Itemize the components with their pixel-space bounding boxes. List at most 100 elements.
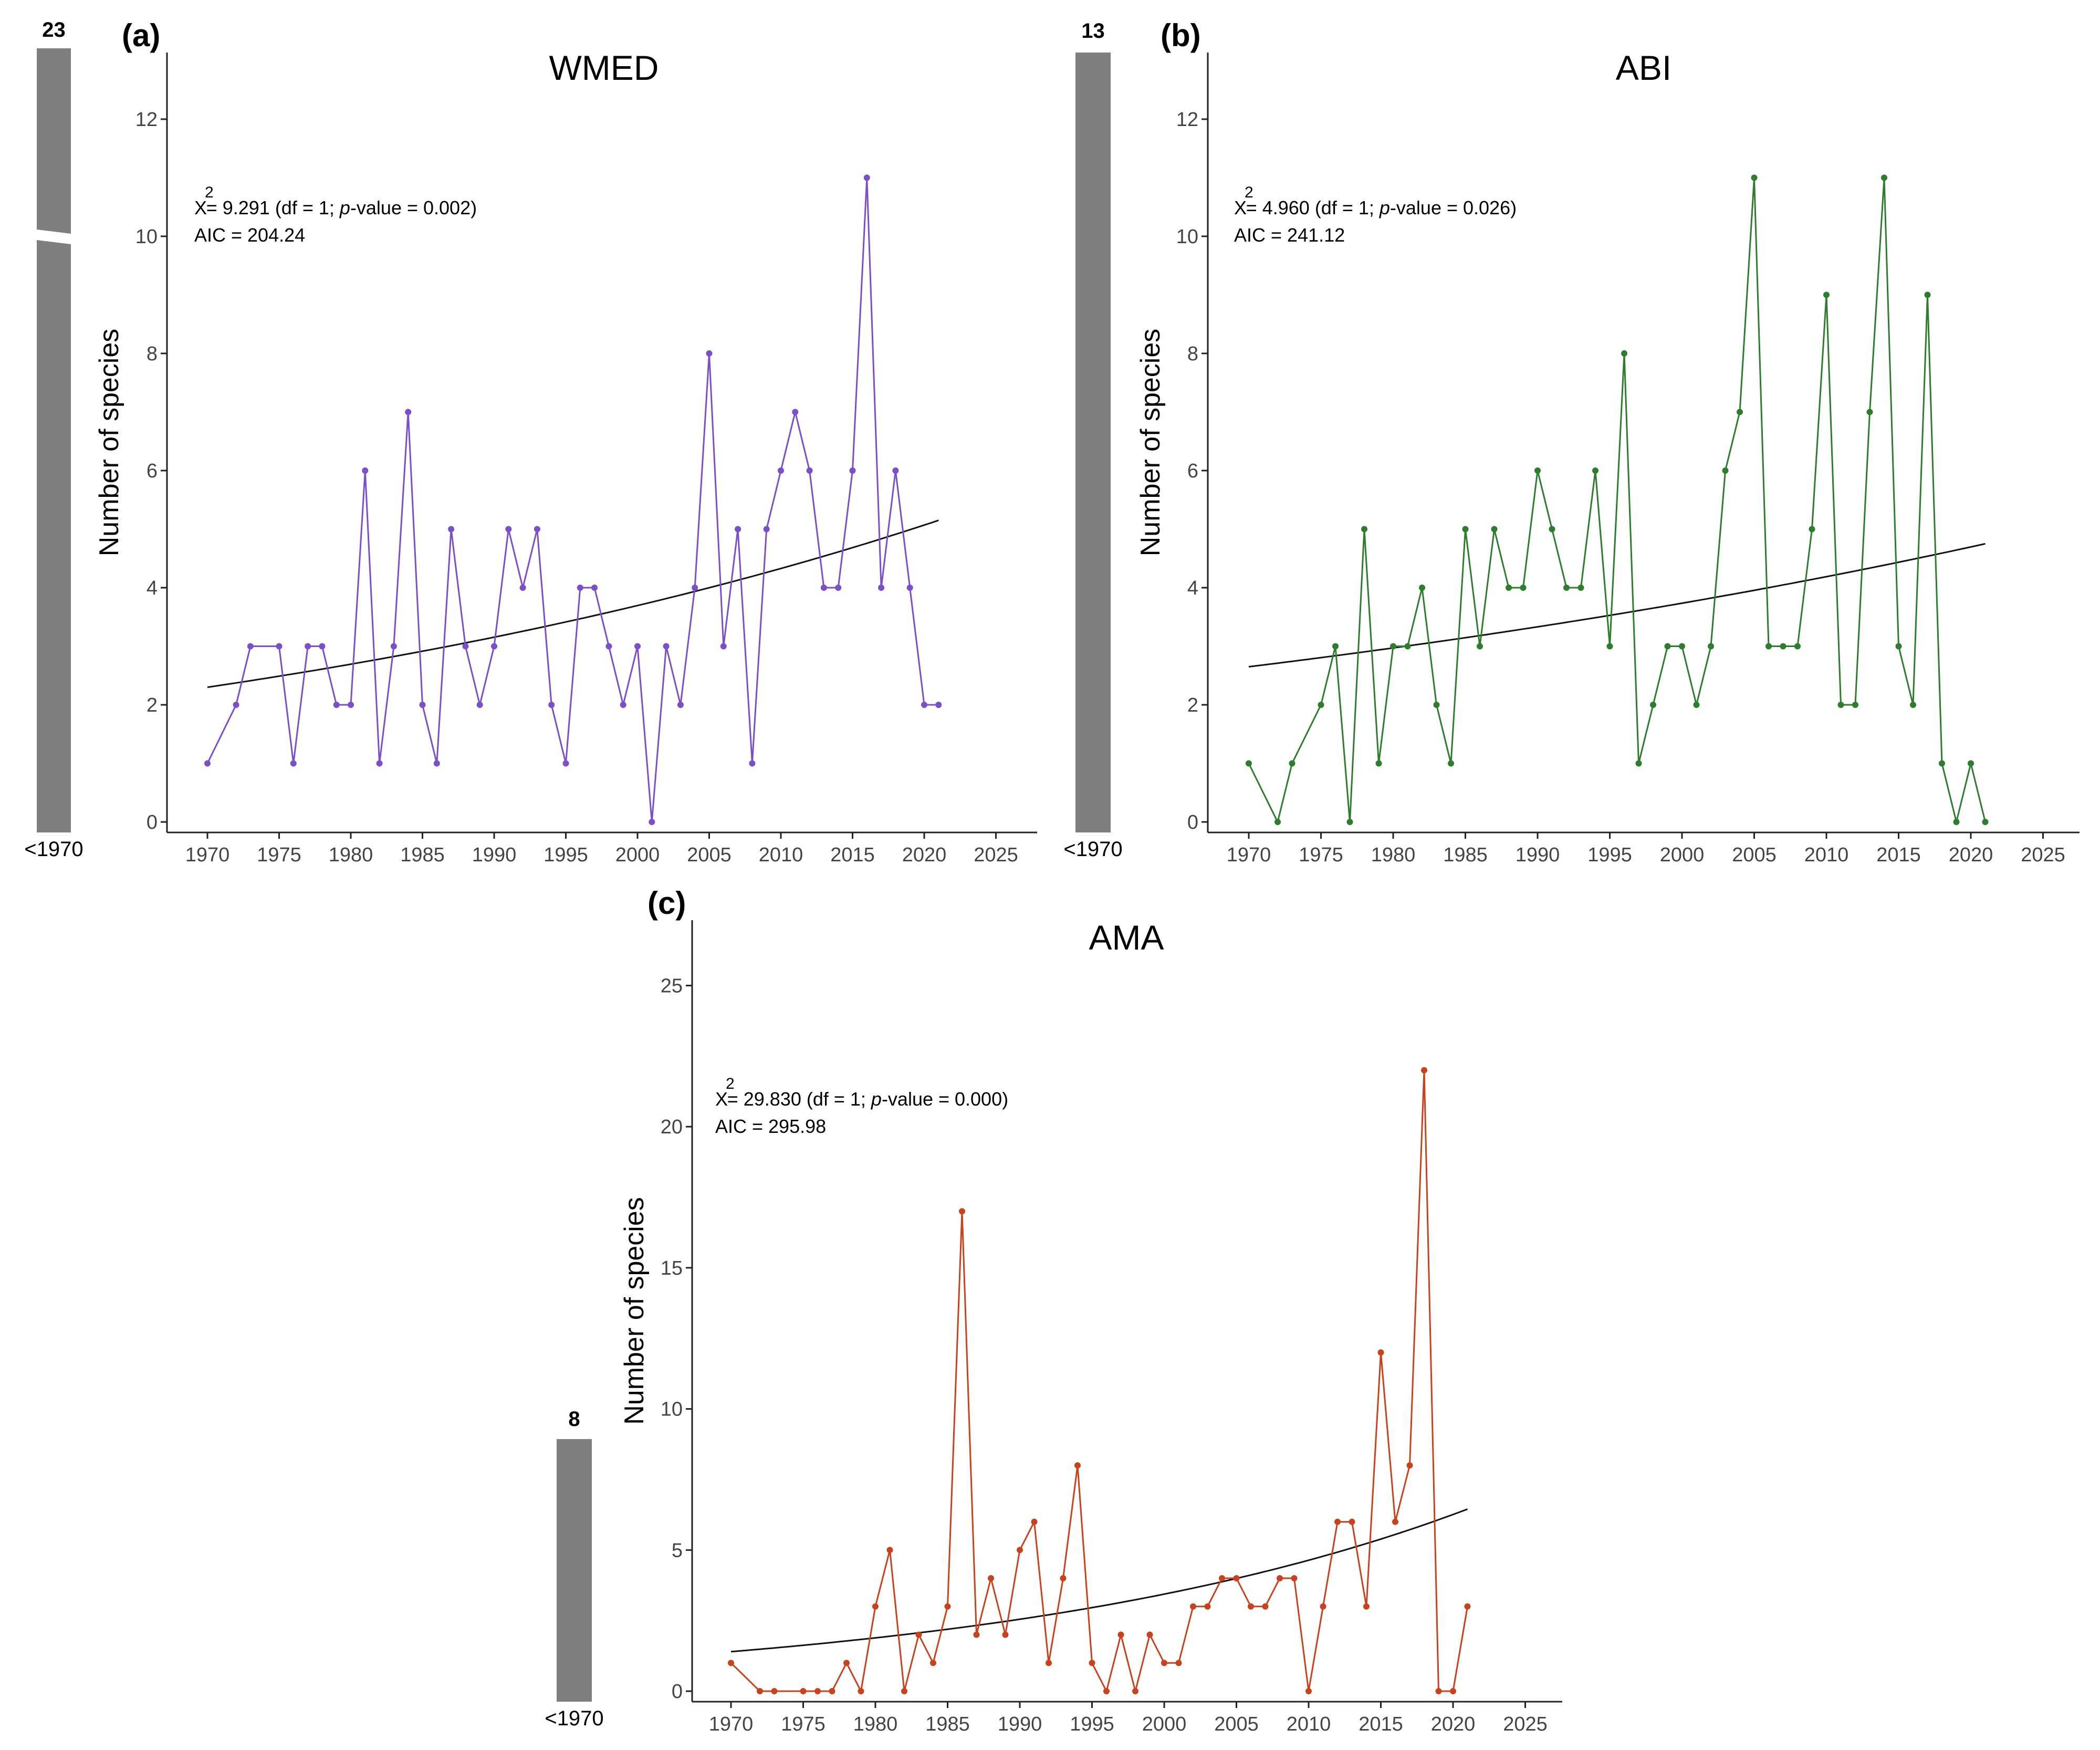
y-tick-label: 10 [135,226,158,248]
series-line [730,1070,1468,1694]
chart-title: AMA [1089,918,1164,957]
x-tick-label: 2010 [759,844,803,866]
y-tick-label: 20 [661,1116,683,1138]
y-tick-label: 10 [661,1399,683,1421]
chart-title: ABI [1616,48,1671,87]
data-point [849,467,856,474]
data-point [233,701,239,708]
data-point [1204,1603,1211,1610]
x-tick-label: 1970 [1227,844,1271,866]
y-axis-label: Number of species [619,1197,650,1425]
data-point [591,584,598,591]
data-point [906,584,913,591]
data-point [778,467,784,474]
data-point [1450,1688,1456,1694]
y-tick-label: 8 [1187,343,1198,365]
data-point [1433,701,1440,708]
data-point [1274,819,1281,825]
data-point [1377,1349,1384,1356]
data-point [720,643,727,650]
data-point [1477,643,1483,650]
data-point [548,701,555,708]
data-point [1794,643,1801,650]
data-point [1823,291,1830,298]
x-tick-label: 2020 [902,844,947,866]
x-tick-label: 2005 [1732,844,1777,866]
data-point [749,760,756,767]
data-point [1679,643,1685,650]
data-point [534,526,540,533]
x-tick-label: 2025 [974,844,1018,866]
y-tick-label: 2 [1187,694,1198,716]
data-point [1375,760,1382,767]
x-tick-label: 2000 [1142,1713,1187,1735]
x-tick-label: 1990 [998,1713,1042,1735]
data-point [843,1660,850,1666]
data-point [1390,643,1396,650]
pre1970-bar [557,1439,592,1702]
data-point [1161,1660,1167,1666]
aic-stat: AIC = 204.24 [194,224,305,246]
data-point [1017,1547,1023,1554]
data-point [829,1688,835,1694]
data-point [663,643,670,650]
pre1970-bar-lower [37,240,71,832]
data-point [921,701,927,708]
data-point [771,1688,778,1694]
chi-square-stat: X2 = 29.830 (df = 1; p-value = 0.000) [715,1075,1008,1110]
data-point [1246,760,1252,767]
data-point [1650,701,1656,708]
data-point [1708,643,1714,650]
y-tick-label: 0 [147,811,158,834]
data-point [1346,819,1353,825]
x-tick-label: 2025 [1503,1713,1548,1735]
data-point [1664,643,1671,650]
x-tick-label: 1985 [400,844,445,866]
data-point [1002,1631,1009,1638]
y-tick-label: 4 [1187,577,1198,599]
data-point [959,1208,965,1215]
data-point [1334,1518,1341,1525]
data-point [1117,1631,1124,1638]
data-point [1277,1575,1283,1582]
data-point [276,643,283,650]
data-point [1910,701,1916,708]
x-tick-label: 1995 [1587,844,1632,866]
data-point [863,174,870,181]
data-point [1291,1575,1298,1582]
x-tick-label: 1995 [1070,1713,1114,1735]
data-point [1046,1660,1052,1666]
x-tick-label: 2000 [1660,844,1705,866]
data-point [1262,1603,1269,1610]
data-point [1406,1462,1413,1469]
data-point [1924,291,1931,298]
y-tick-label: 8 [147,343,158,365]
data-point [405,409,412,415]
x-tick-label: 1975 [257,844,301,866]
data-point [1332,643,1339,650]
data-point [1060,1575,1067,1582]
data-point [1320,1603,1326,1610]
trend-line [730,1508,1468,1653]
data-point [1621,350,1627,357]
y-tick-label: 15 [661,1257,683,1279]
data-point [814,1688,821,1694]
pre1970-label: <1970 [545,1707,603,1730]
trend-line [1248,543,1986,668]
data-point [1866,409,1873,415]
data-point [915,1631,922,1638]
data-point [419,701,426,708]
data-point [872,1603,879,1610]
y-tick-label: 10 [1176,226,1198,248]
x-tick-label: 1980 [1371,844,1416,866]
x-tick-label: 1990 [472,844,517,866]
data-point [1219,1575,1225,1582]
data-point [973,1631,980,1638]
pre1970-bar-upper [37,48,71,234]
x-tick-label: 1985 [925,1713,970,1735]
data-point [1132,1688,1138,1694]
chart-title: WMED [549,48,659,87]
x-tick-label: 1980 [329,844,373,866]
data-point [1953,819,1960,825]
